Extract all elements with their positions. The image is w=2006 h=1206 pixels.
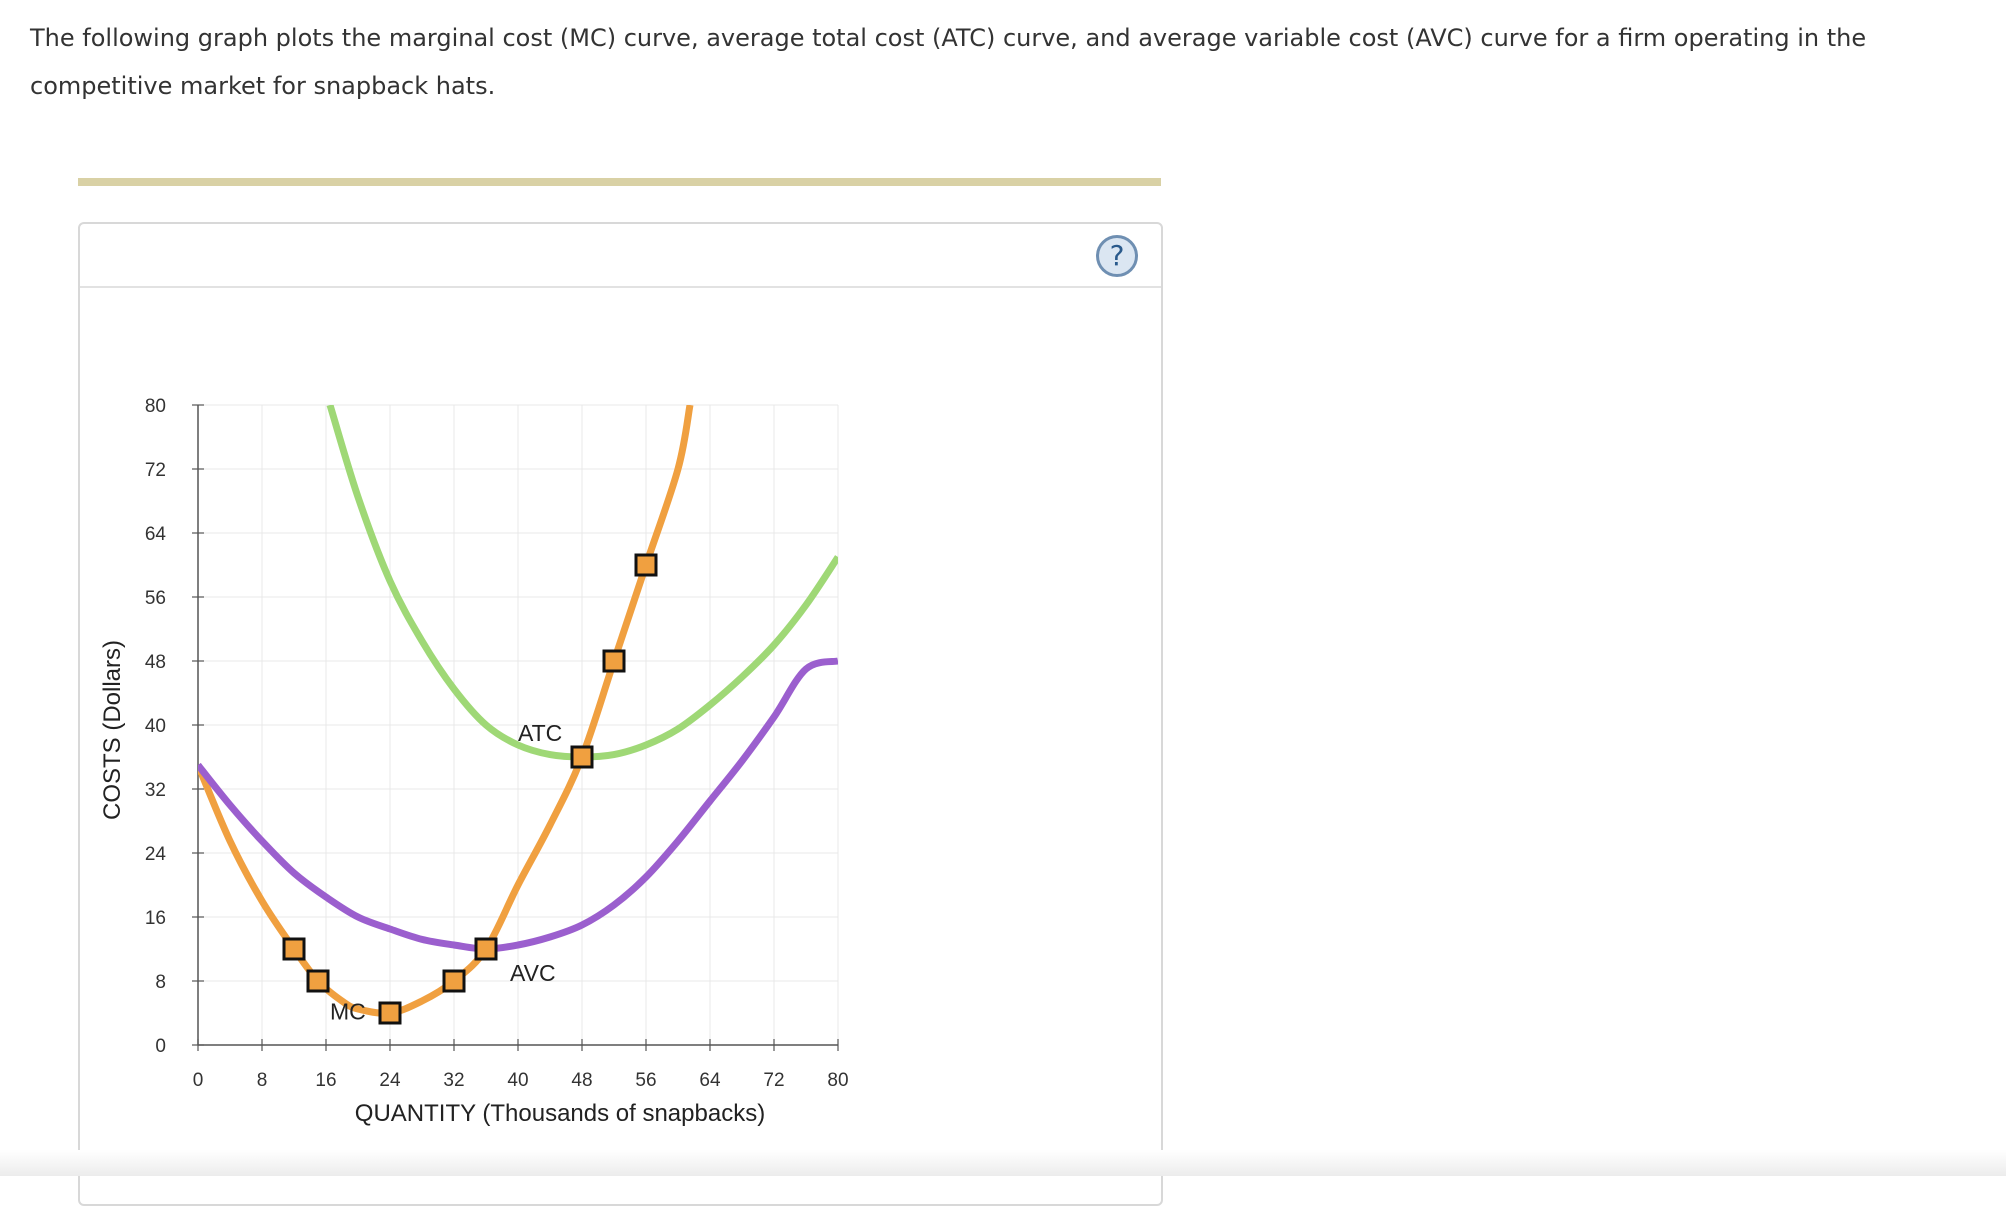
curve-label-atc: ATC [518,720,562,746]
x-axis-title: QUANTITY (Thousands of snapbacks) [355,1100,765,1127]
series-mc-point-4[interactable] [474,937,498,961]
question-mark-icon: ? [1109,239,1125,272]
series-mc-curve [198,405,694,1017]
help-button[interactable]: ? [1096,235,1138,277]
y-tick-label-64: 64 [145,524,167,545]
y-tick-label-48: 48 [145,652,166,673]
bottom-fade [0,1150,2006,1176]
question-prompt: The following graph plots the marginal c… [30,24,1867,100]
y-axis-title: COSTS (Dollars) [99,640,126,820]
x-tick-label-72: 72 [763,1070,784,1091]
series-mc-point-5[interactable] [570,745,594,769]
x-tick-label-16: 16 [315,1070,336,1091]
curve-label-avc: AVC [510,960,556,986]
y-tick-label-8: 8 [155,972,166,993]
y-tick-label-0: 0 [155,1036,166,1057]
cost-curves-chart: 0 8 16 24 32 40 48 56 64 72 80 0 8 16 24 32 40 48 56 64 72 80… [99,396,849,1127]
chart-axes: 0 8 16 24 32 40 48 56 64 72 80 0 8 16 24 32 40 48 56 64 72 80… [99,396,849,1127]
y-tick-label-32: 32 [145,780,166,801]
y-tick-label-16: 16 [145,908,166,929]
y-tick-label-24: 24 [145,844,167,865]
x-tick-label-80: 80 [827,1070,848,1091]
series-mc-point-6[interactable] [602,649,626,673]
y-tick-label-72: 72 [145,460,166,481]
x-tick-label-56: 56 [635,1070,656,1091]
series-atc-curve [326,405,838,761]
x-tick-label-64: 64 [699,1070,721,1091]
series-mc-point-1[interactable] [306,969,330,993]
series-mc-point-2[interactable] [378,1001,402,1025]
x-tick-label-8: 8 [257,1070,268,1091]
y-tick-label-56: 56 [145,588,166,609]
chart-markers [282,553,658,1025]
graph-panel [78,222,1163,1206]
y-tick-label-80: 80 [145,396,166,417]
x-tick-label-32: 32 [443,1070,464,1091]
series-mc-point-3[interactable] [442,969,466,993]
x-tick-label-24: 24 [379,1070,401,1091]
divider-bar [78,178,1161,186]
series-avc-curve [198,657,838,953]
y-tick-label-40: 40 [145,716,166,737]
series-mc-point-0[interactable] [282,937,306,961]
x-tick-label-48: 48 [571,1070,592,1091]
x-tick-label-0: 0 [193,1070,204,1091]
series-mc-point-7[interactable] [634,553,658,577]
chart-labels: ATC AVC MC [330,720,562,1024]
x-tick-label-40: 40 [507,1070,528,1091]
curve-label-mc: MC [330,998,366,1024]
graph-panel-header [80,224,1161,288]
